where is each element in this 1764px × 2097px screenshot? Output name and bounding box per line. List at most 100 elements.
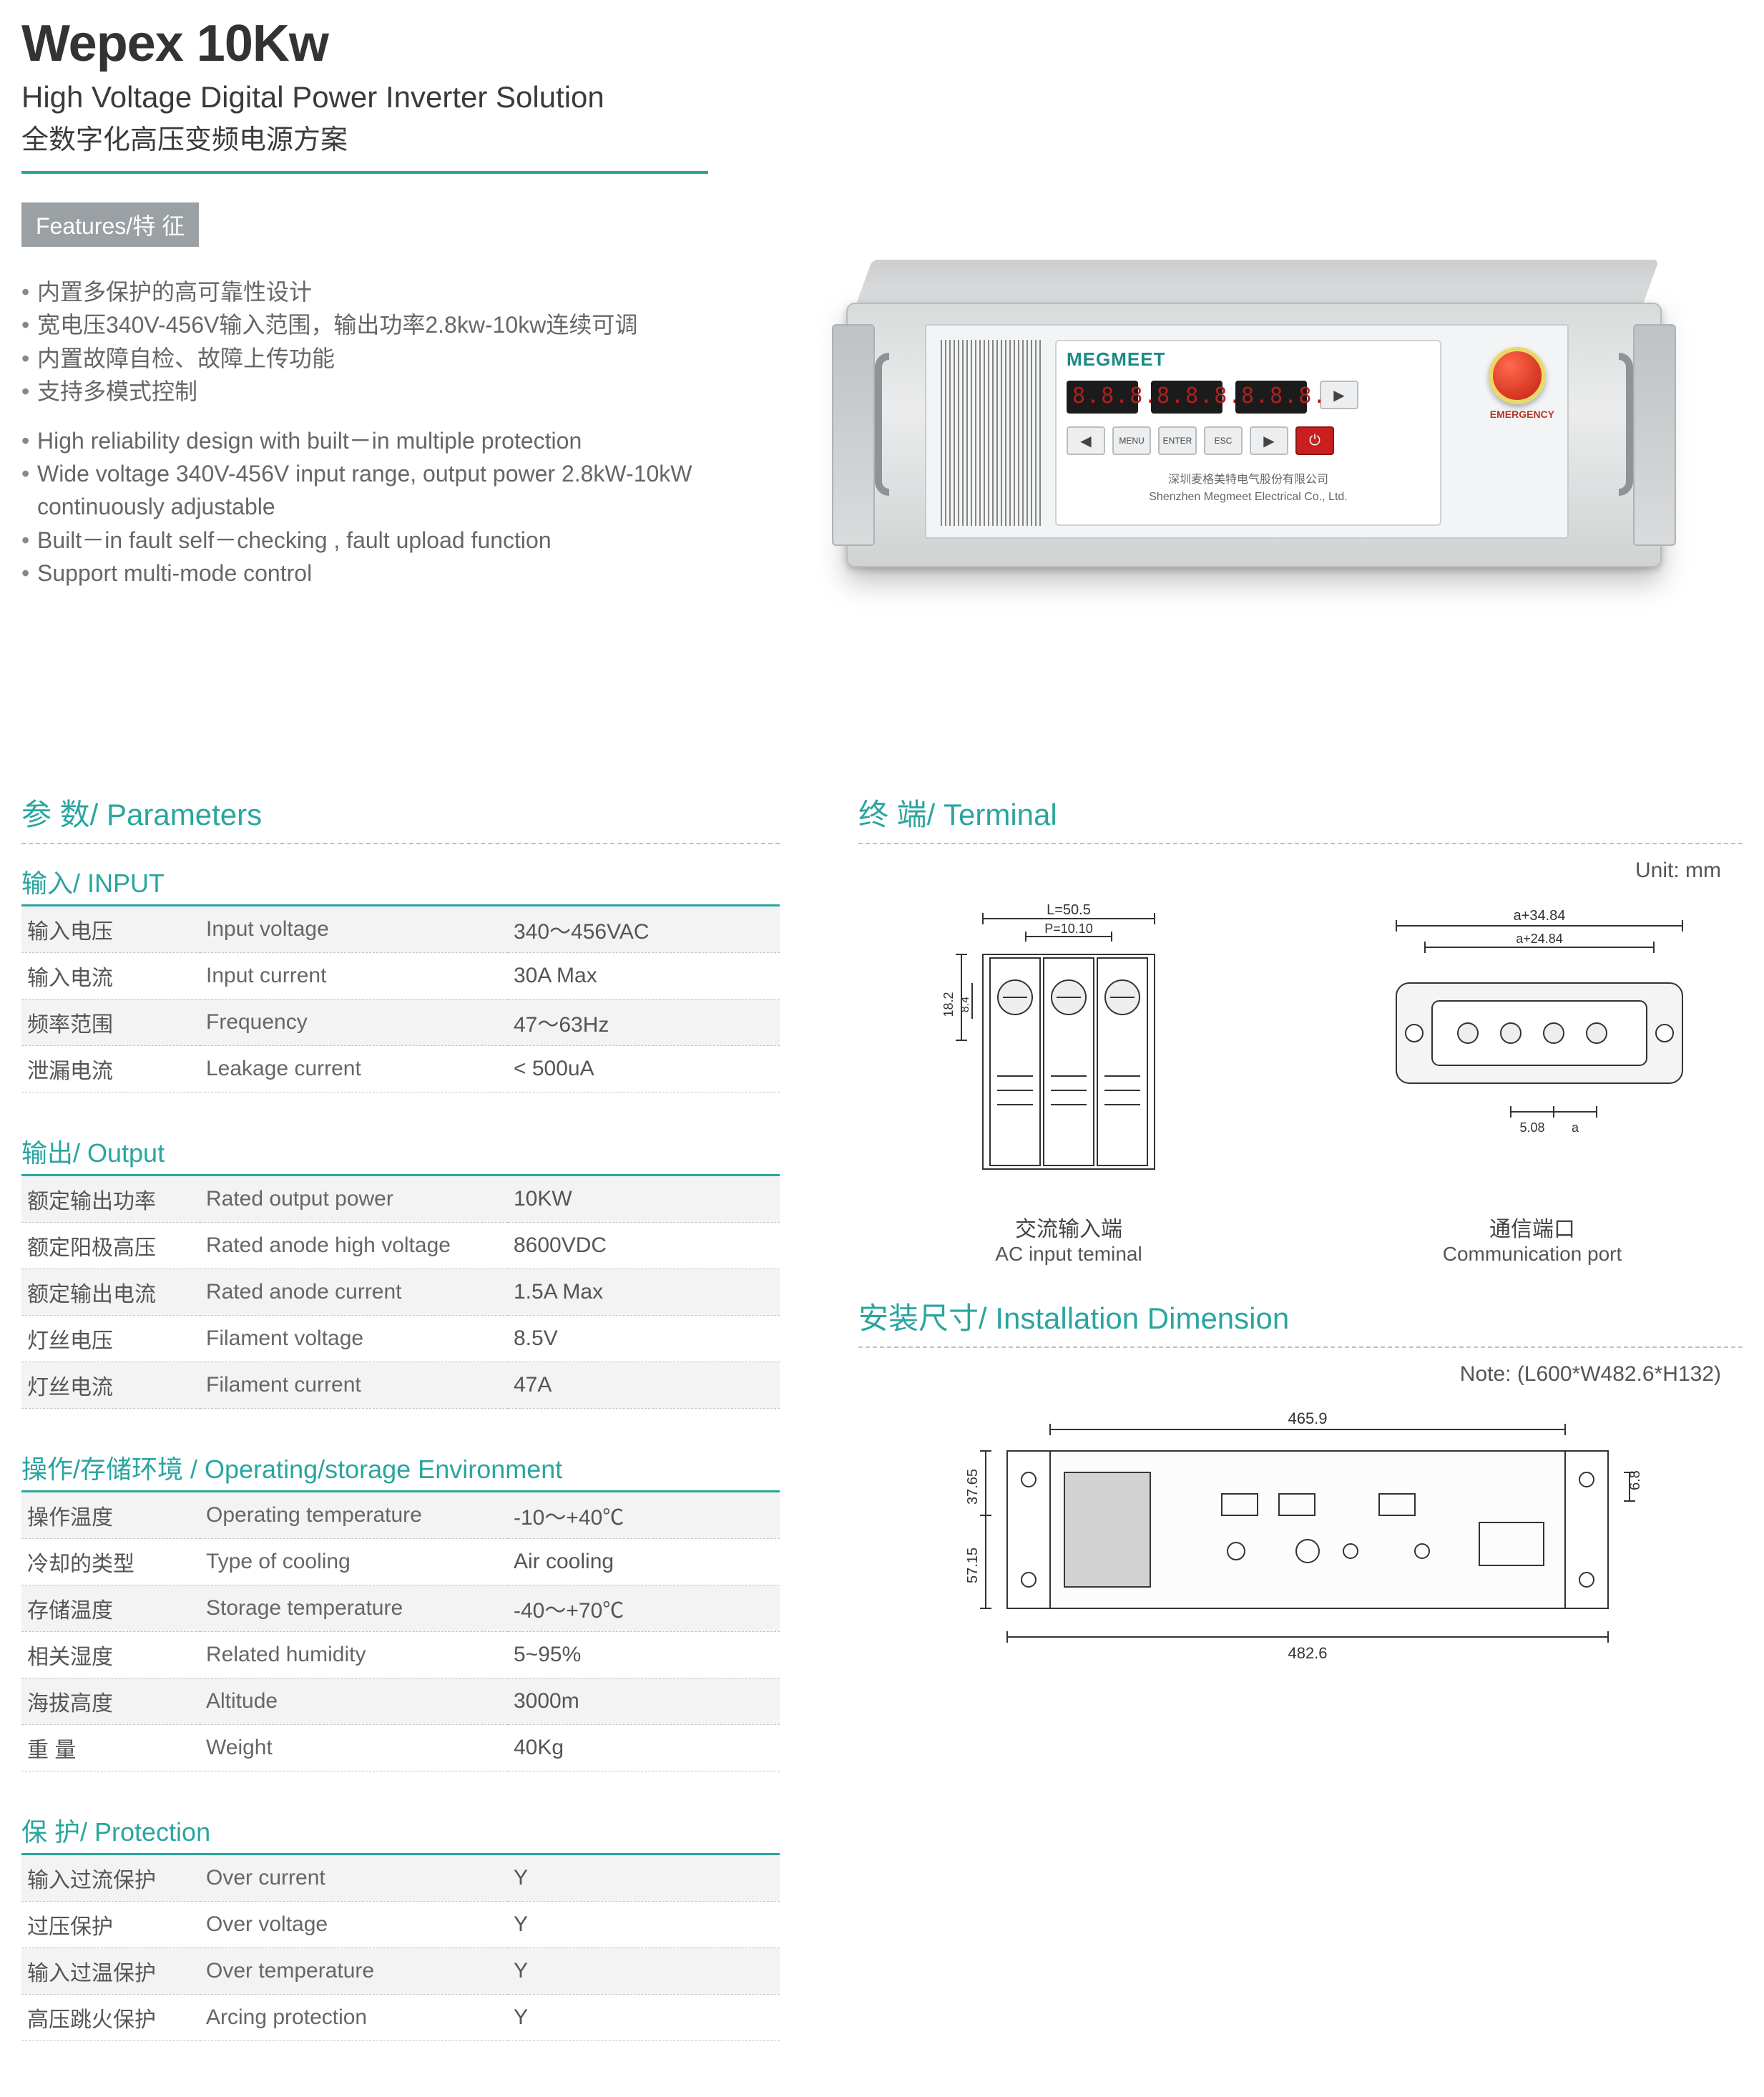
dim-w1: a+34.84 xyxy=(1514,908,1566,924)
arrow-left-icon: ◀ xyxy=(1067,426,1105,455)
table-cell: Input current xyxy=(200,952,508,999)
table-row: 频率范围Frequency47～63Hz xyxy=(21,999,780,1045)
subtitle-en: High Voltage Digital Power Inverter Solu… xyxy=(21,80,1743,114)
table-cell: 灯丝电流 xyxy=(21,1362,200,1408)
features-block: Features/特 征 内置多保护的高可靠性设计 宽电压340V-456V输入… xyxy=(21,202,737,590)
table-cell: Filament voltage xyxy=(200,1315,508,1362)
table-row: 灯丝电压Filament voltage8.5V xyxy=(21,1315,780,1362)
table-cell: 额定输出电流 xyxy=(21,1269,200,1315)
table-cell: 相关湿度 xyxy=(21,1631,200,1678)
enter-button: ENTER xyxy=(1158,426,1197,455)
table-row: 操作温度Operating temperature-10～+40℃ xyxy=(21,1492,780,1539)
dim-P: P=10.10 xyxy=(1044,922,1093,936)
table-cell: 频率范围 xyxy=(21,999,200,1045)
ac-caption-en: AC input teminal xyxy=(858,1243,1279,1266)
dim-w-inner: 465.9 xyxy=(1288,1409,1327,1427)
table-cell: Operating temperature xyxy=(200,1492,508,1539)
table-cell: 灯丝电压 xyxy=(21,1315,200,1362)
dim-L: L=50.5 xyxy=(1047,902,1091,918)
table-row: 存储温度Storage temperature-40～+70℃ xyxy=(21,1585,780,1631)
table-cell: Y xyxy=(508,1855,780,1902)
table-row: 过压保护Over voltageY xyxy=(21,1901,780,1947)
power-icon: ⏻ xyxy=(1295,426,1334,455)
parameters-title: 参 数/ Parameters xyxy=(21,791,780,834)
table-cell: 海拔高度 xyxy=(21,1678,200,1724)
table-row: 输入过流保护Over currentY xyxy=(21,1855,780,1902)
table-cell: 输入过温保护 xyxy=(21,1947,200,1994)
subtitle-cn: 全数字化高压变频电源方案 xyxy=(21,117,1743,157)
dim-h1: 18.2 xyxy=(941,992,956,1017)
header: Wepex 10Kw High Voltage Digital Power In… xyxy=(21,14,1743,174)
header-divider xyxy=(21,171,708,174)
table-cell: Y xyxy=(508,1994,780,2040)
comm-caption-cn: 通信端口 xyxy=(1322,1211,1743,1243)
table-cell: 10KW xyxy=(508,1176,780,1223)
table-cell: Rated anode current xyxy=(200,1269,508,1315)
table-cell: Input voltage xyxy=(200,906,508,953)
table-cell: 8.5V xyxy=(508,1315,780,1362)
table-cell: 输入过流保护 xyxy=(21,1855,200,1902)
table-row: 冷却的类型Type of coolingAir cooling xyxy=(21,1538,780,1585)
ac-caption-cn: 交流输入端 xyxy=(858,1211,1279,1243)
table-cell: 47A xyxy=(508,1362,780,1408)
table-row: 泄漏电流Leakage current< 500uA xyxy=(21,1045,780,1092)
table-row: 输入电压Input voltage340～456VAC xyxy=(21,906,780,953)
table-cell: 泄漏电流 xyxy=(21,1045,200,1092)
table-row: 额定阳极高压Rated anode high voltage8600VDC xyxy=(21,1222,780,1269)
dim-g: 5.08 xyxy=(1519,1120,1544,1135)
terminal-title: 终 端/ Terminal xyxy=(858,791,1743,834)
table-row: 输入过温保护Over temperatureY xyxy=(21,1947,780,1994)
product-image: MEGMEET ▶ ◀ MENU ENTER ESC ▶ ⏻ xyxy=(765,202,1743,590)
table-cell: Related humidity xyxy=(200,1631,508,1678)
table-row: 额定输出功率Rated output power10KW xyxy=(21,1176,780,1223)
output-title: 输出/ Output xyxy=(21,1128,780,1176)
table-cell: 过压保护 xyxy=(21,1901,200,1947)
table-cell: Over temperature xyxy=(200,1947,508,1994)
feature-item: 支持多模式控制 xyxy=(21,375,737,408)
table-cell: 存储温度 xyxy=(21,1585,200,1631)
table-cell: Type of cooling xyxy=(200,1538,508,1585)
install-title: 安装尺寸/ Installation Dimension xyxy=(858,1294,1743,1338)
table-cell: 冷却的类型 xyxy=(21,1538,200,1585)
input-title: 输入/ INPUT xyxy=(21,859,780,906)
install-note: Note: (L600*W482.6*H132) xyxy=(858,1362,1721,1387)
table-row: 高压跳火保护Arcing protectionY xyxy=(21,1994,780,2040)
table-cell: Over voltage xyxy=(200,1901,508,1947)
brand-label: MEGMEET xyxy=(1057,341,1440,378)
table-cell: 额定输出功率 xyxy=(21,1176,200,1223)
table-cell: Over current xyxy=(200,1855,508,1902)
product-title: Wepex 10Kw xyxy=(21,14,1743,73)
install-diagram: 465.9 xyxy=(921,1408,1680,1680)
env-title: 操作/存储环境 / Operating/storage Environment xyxy=(21,1445,780,1492)
led-display xyxy=(1235,381,1307,414)
table-cell: 5~95% xyxy=(508,1631,780,1678)
table-row: 额定输出电流Rated anode current1.5A Max xyxy=(21,1269,780,1315)
divider xyxy=(21,843,780,844)
table-cell: Y xyxy=(508,1947,780,1994)
ac-input-diagram: L=50.5 P=10.10 xyxy=(858,897,1279,1266)
table-cell: Arcing protection xyxy=(200,1994,508,2040)
table-cell: Weight xyxy=(200,1724,508,1771)
table-cell: -10～+40℃ xyxy=(508,1492,780,1539)
table-row: 灯丝电流Filament current47A xyxy=(21,1362,780,1408)
table-cell: 1.5A Max xyxy=(508,1269,780,1315)
table-row: 重 量Weight40Kg xyxy=(21,1724,780,1771)
dim-w2: a+24.84 xyxy=(1516,932,1563,946)
protection-table: 输入过流保护Over currentY过压保护Over voltageY输入过温… xyxy=(21,1855,780,2041)
feature-item: High reliability design with built－in mu… xyxy=(21,424,737,457)
table-cell: -40～+70℃ xyxy=(508,1585,780,1631)
led-display xyxy=(1151,381,1222,414)
table-cell: 3000m xyxy=(508,1678,780,1724)
unit-label: Unit: mm xyxy=(858,859,1721,883)
features-badge: Features/特 征 xyxy=(21,202,199,247)
parameters-column: 参 数/ Parameters 输入/ INPUT 输入电压Input volt… xyxy=(21,791,780,2077)
dim-h2: 57.15 xyxy=(965,1547,981,1583)
input-table: 输入电压Input voltage340～456VAC输入电流Input cur… xyxy=(21,906,780,1093)
esc-button: ESC xyxy=(1204,426,1243,455)
table-cell: Altitude xyxy=(200,1678,508,1724)
table-cell: Leakage current xyxy=(200,1045,508,1092)
feature-item: 内置故障自检、故障上传功能 xyxy=(21,342,737,375)
table-cell: 额定阳极高压 xyxy=(21,1222,200,1269)
manufacturer-cn: 深圳麦格美特电气股份有限公司 xyxy=(1057,465,1440,487)
table-cell: Air cooling xyxy=(508,1538,780,1585)
